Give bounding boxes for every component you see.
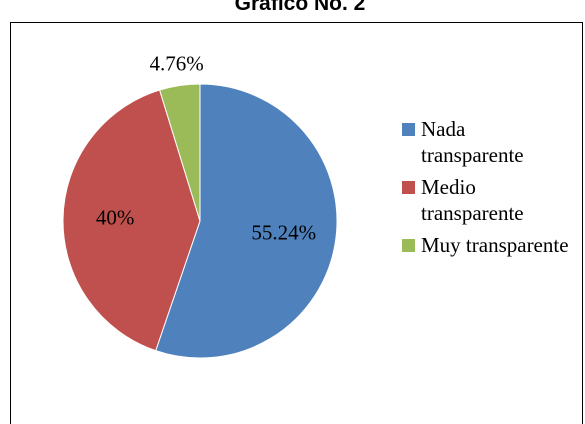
legend-label: Medio transparente [421, 175, 524, 225]
data-label: 4.76% [149, 52, 203, 76]
legend-item: Nada transparente [402, 116, 582, 168]
legend-label: Muy transparente [421, 233, 569, 257]
pie-slice [62, 89, 201, 352]
legend: Nada transparente Medio transparente Muy t… [402, 116, 582, 264]
data-label: 55.24% [251, 221, 316, 245]
legend-label: Nada transparente [421, 117, 524, 167]
legend-item: Muy transparente [402, 232, 582, 258]
legend-item: Medio transparente [402, 174, 582, 226]
pie-slice [159, 83, 201, 222]
pie-slice [155, 83, 338, 359]
legend-swatch [402, 239, 415, 252]
data-label: 40% [96, 206, 135, 230]
legend-swatch [402, 181, 415, 194]
chart-title: Gráfico No. 2 [235, 0, 366, 15]
legend-swatch [402, 123, 415, 136]
